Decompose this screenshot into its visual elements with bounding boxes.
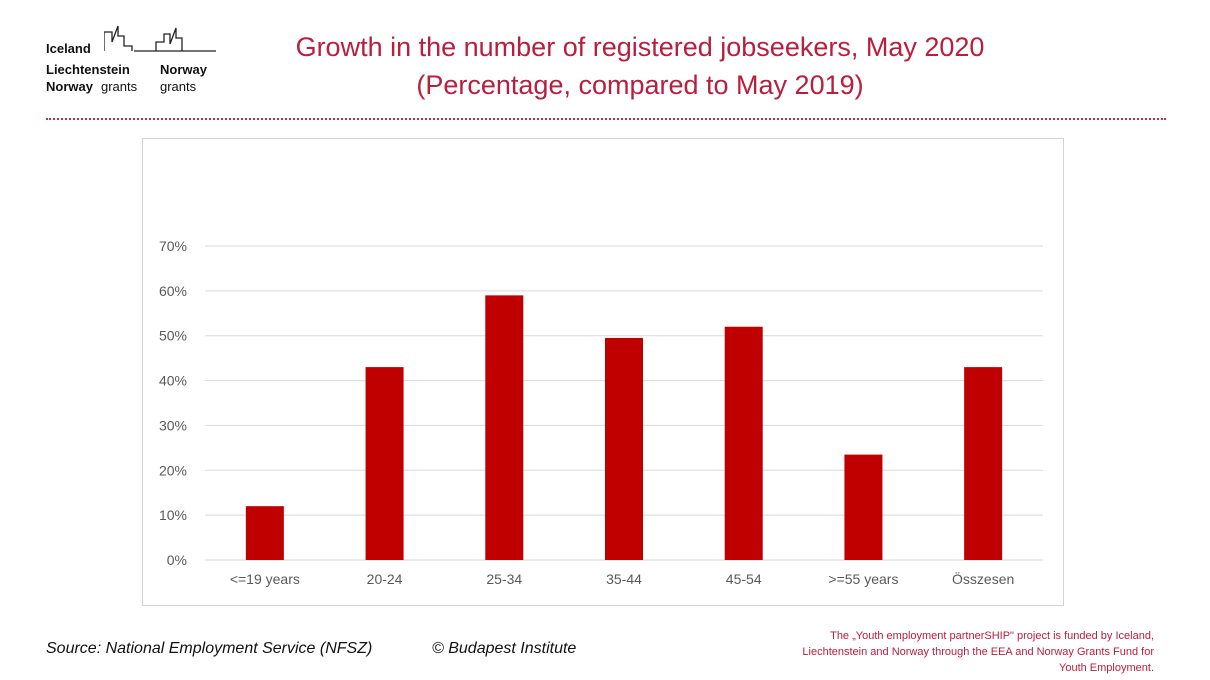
bar: [485, 295, 524, 560]
funding-line-3: Youth Employment.: [1059, 662, 1154, 674]
x-tick-label: >=55 years: [828, 571, 898, 587]
dotted-divider: [46, 118, 1166, 120]
logo-text-liechtenstein: Liechtenstein: [46, 62, 130, 77]
y-tick-label: 40%: [159, 373, 187, 389]
slide-title: Growth in the number of registered jobse…: [240, 28, 1040, 104]
bar: [844, 454, 883, 560]
slide-title-line-1: Growth in the number of registered jobse…: [295, 32, 985, 62]
y-tick-label: 70%: [159, 238, 187, 254]
x-tick-label: 20-24: [367, 571, 403, 587]
funding-line-1: The „Youth employment partnerSHIP" proje…: [830, 630, 1154, 642]
y-tick-label: 0%: [167, 552, 187, 568]
y-tick-label: 10%: [159, 507, 187, 523]
y-tick-label: 60%: [159, 283, 187, 299]
y-tick-label: 50%: [159, 328, 187, 344]
slide-title-line-2: (Percentage, compared to May 2019): [416, 70, 864, 100]
y-tick-label: 20%: [159, 462, 187, 478]
logo-text-norway-2: Norway: [46, 79, 93, 94]
bar-chart: 0% 10% 20% 30% 40% 50% 60% 70% <=19 years 20-24 25…: [159, 238, 1043, 587]
x-tick-label: 25-34: [486, 571, 522, 587]
logo-skyline-icon: [104, 25, 216, 52]
bar: [365, 367, 404, 560]
bar: [964, 367, 1003, 560]
x-tick-label: <=19 years: [230, 571, 300, 587]
bar: [245, 506, 284, 560]
x-tick-label: 45-54: [726, 571, 762, 587]
bar: [605, 337, 643, 560]
logo-text-iceland: Iceland: [46, 41, 91, 56]
logo-text-grants-2: grants: [160, 79, 197, 94]
funding-note: The „Youth employment partnerSHIP" proje…: [734, 628, 1154, 676]
bar: [724, 326, 763, 560]
y-tick-label: 30%: [159, 417, 187, 433]
chart-frame: 0% 10% 20% 30% 40% 50% 60% 70% <=19 years 20-24 25…: [142, 138, 1064, 606]
logo-text-grants: grants: [101, 79, 138, 94]
copyright-note: © Budapest Institute: [432, 640, 577, 657]
funding-line-2: Liechtenstein and Norway through the EEA…: [802, 646, 1154, 658]
x-tick-label: Összesen: [952, 570, 1014, 587]
eea-norway-grants-logo: Iceland Liechtenstein Norway Norway gran…: [46, 24, 226, 98]
logo-text-norway: Norway: [160, 62, 207, 77]
x-tick-label: 35-44: [606, 571, 642, 587]
source-note: Source: National Employment Service (NFS…: [46, 640, 373, 657]
